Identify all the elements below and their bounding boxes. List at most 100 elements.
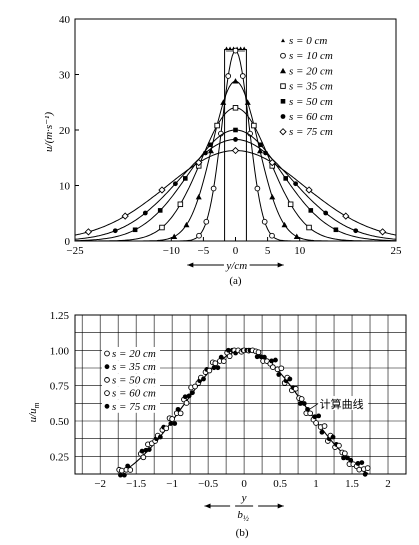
x-tick-label: −5 [198, 245, 210, 257]
data-point-4 [359, 460, 365, 466]
series-point-2 [171, 233, 178, 239]
x-tick-label: 2 [385, 478, 391, 490]
legend-bg [102, 399, 160, 413]
panel-a-chart: −25 −10 −5 0 5 10 25 0 10 20 30 40 u/(m·s⁻¹) y/cm (a) s… [43, 14, 402, 287]
legend-bg [102, 347, 160, 360]
data-point-1 [182, 394, 188, 400]
data-point-2 [140, 454, 147, 461]
series-point-5 [233, 137, 238, 142]
series-point-3 [214, 122, 220, 129]
legend-marker [104, 364, 110, 370]
x-tick-label: 1.5 [345, 478, 359, 490]
x-arrow-left-head [187, 262, 194, 268]
data-point-2 [313, 420, 319, 426]
y-tick-label: 0.75 [50, 381, 70, 393]
series-point-6 [121, 212, 129, 220]
data-point-4 [330, 434, 336, 440]
series-point-1 [232, 47, 239, 54]
series-point-2 [269, 193, 276, 200]
legend-entry: s = 75 cm [289, 126, 333, 138]
data-point-4 [287, 376, 293, 382]
curve-annotation: 计算曲线 [320, 397, 364, 411]
series-point-1 [210, 185, 217, 192]
series-point-3 [177, 201, 184, 208]
x-axis-label: y/cm [225, 260, 247, 272]
data-point-1 [139, 448, 145, 454]
y-tick-label: 40 [59, 14, 71, 26]
legend-entry: s = 60 cm [289, 111, 333, 123]
data-point-3 [206, 367, 213, 374]
legend-marker [280, 52, 286, 59]
data-point-4 [301, 401, 307, 406]
x-arrow-right-head [277, 262, 284, 268]
series-point-5 [353, 228, 359, 234]
series-point-4 [283, 176, 288, 181]
legend-entry: s = 50 cm [289, 96, 333, 108]
series-point-3 [159, 224, 165, 231]
y-tick-label: 20 [59, 125, 71, 137]
data-point-1 [362, 471, 368, 477]
series-point-6 [195, 158, 203, 167]
y-tick-label: 30 [59, 70, 71, 82]
data-point-2 [212, 360, 219, 367]
data-point-3 [336, 442, 342, 449]
legend-marker [104, 390, 110, 396]
series-point-6 [84, 228, 93, 236]
series-point-3 [232, 105, 239, 111]
data-point-3 [177, 410, 184, 417]
series-point-5 [203, 150, 208, 156]
data-point-3 [192, 383, 198, 390]
data-point-1 [312, 414, 318, 420]
series-line-5 [74, 138, 397, 240]
data-point-3 [321, 423, 328, 429]
data-point-1 [175, 406, 181, 412]
x-tick-label: 0 [233, 245, 239, 257]
legend-entry: s = 10 cm [289, 50, 333, 62]
data-point-1 [348, 457, 354, 463]
data-point-1 [226, 347, 231, 353]
data-point-4 [157, 434, 163, 440]
x-tick-label: −10 [163, 245, 181, 257]
y-tick-label: 0.25 [50, 451, 70, 463]
data-point-2 [118, 467, 125, 474]
legend-entry: s = 0 cm [289, 35, 327, 47]
annotation-bg [318, 396, 369, 411]
data-point-2 [226, 353, 233, 360]
x-tick-label: 0.5 [273, 478, 287, 490]
x-tick-label: 5 [265, 245, 271, 257]
series-point-6 [268, 158, 276, 167]
y-axis-label: u/um [27, 402, 41, 422]
data-point-1 [218, 354, 224, 360]
legend-entry: s = 50 cm [112, 374, 156, 386]
data-point-2 [169, 416, 175, 422]
legend-marker [280, 114, 286, 119]
data-point-1 [168, 421, 174, 426]
legend-bg [102, 360, 160, 374]
series-point-1 [261, 218, 268, 225]
series-point-2 [244, 99, 251, 105]
annotation-leader [308, 403, 318, 411]
panel-label: (a) [229, 275, 242, 287]
series-point-5 [172, 181, 178, 187]
data-point-1 [125, 463, 131, 469]
x-label-numerator: y [241, 492, 247, 504]
series-point-5 [112, 228, 118, 234]
series-point-6 [158, 186, 166, 194]
data-point-1 [118, 472, 123, 478]
legend-entry: s = 60 cm [112, 388, 156, 400]
series-point-4 [157, 208, 163, 213]
series-point-1 [225, 73, 232, 79]
series-point-1 [254, 185, 261, 192]
series-point-s0 [228, 46, 233, 51]
legend-entry: s = 35 cm [289, 81, 333, 93]
data-point-3 [278, 365, 285, 372]
data-point-2 [270, 364, 276, 370]
data-point-1 [355, 461, 361, 466]
series-point-2 [183, 221, 190, 228]
x-tick-label: −1 [166, 478, 178, 490]
data-point-1 [297, 401, 303, 406]
series-point-4 [333, 227, 339, 233]
series-point-4 [258, 142, 263, 148]
x-tick-label: 1 [313, 478, 319, 490]
series-point-6 [305, 186, 313, 194]
